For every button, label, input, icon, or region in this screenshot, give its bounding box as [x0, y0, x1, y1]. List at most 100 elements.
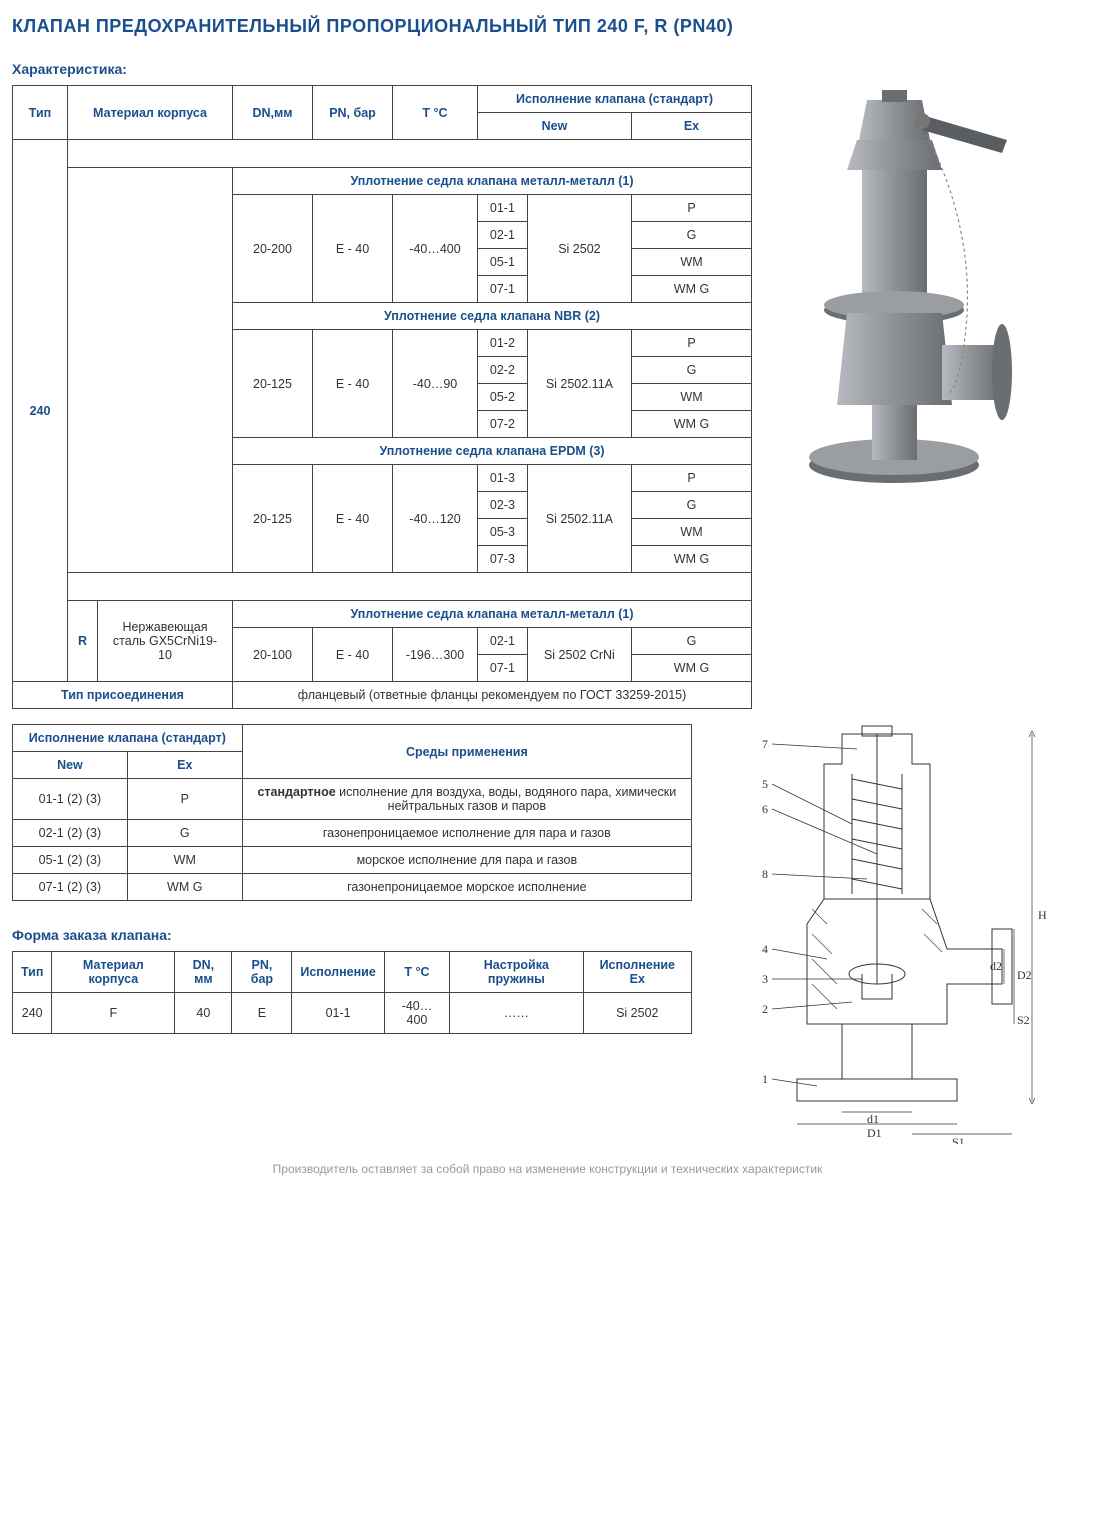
app-media: Среды применения [242, 725, 691, 779]
app-r0-new: 01-1 (2) (3) [13, 779, 128, 820]
app-exec: Исполнение клапана (стандарт) [13, 725, 243, 752]
col-type: Тип [13, 86, 68, 140]
ord-exec: Исполнение [292, 952, 384, 993]
b2-r0-ex: P [632, 330, 752, 357]
band-2-title: Уплотнение седла клапана NBR (2) [233, 303, 752, 330]
b3-r1-new: 02-3 [478, 492, 528, 519]
b3-pn: E - 40 [313, 465, 393, 573]
bR-r1-new: 07-1 [478, 655, 528, 682]
ord-t: T °C [384, 952, 449, 993]
material-R: Нержавеющая сталь GX5CrNi19-10 [98, 601, 233, 682]
b1-r2-ex: WM [632, 249, 752, 276]
dl-8: 8 [762, 867, 768, 881]
ord-v-pn: E [232, 993, 292, 1034]
b2-pn: E - 40 [313, 330, 393, 438]
ord-v-material: F [52, 993, 175, 1034]
app-r1-new: 02-1 (2) (3) [13, 820, 128, 847]
col-dn: DN,мм [233, 86, 313, 140]
b3-r0-new: 01-3 [478, 465, 528, 492]
b2-r0-new: 01-2 [478, 330, 528, 357]
characteristics-heading: Характеристика: [12, 61, 1083, 77]
col-new: New [478, 113, 632, 140]
app-ex: Ex [127, 752, 242, 779]
conn-label: Тип присоединения [13, 682, 233, 709]
b1-r1-new: 02-1 [478, 222, 528, 249]
b1-r1-ex: G [632, 222, 752, 249]
b3-r2-ex: WM [632, 519, 752, 546]
dl-S2: S2 [1017, 1013, 1030, 1027]
band-1-title: Уплотнение седла клапана металл-металл (… [233, 168, 752, 195]
application-table: Исполнение клапана (стандарт) Среды прим… [12, 724, 692, 901]
bR-t: -196…300 [393, 628, 478, 682]
b3-r0-ex: P [632, 465, 752, 492]
valve-cross-section-diagram: 7 5 6 8 4 3 2 1 H D1 D2 d1 d2 S1 S2 [712, 724, 1052, 1144]
bR-pn: E - 40 [313, 628, 393, 682]
b1-dn: 20-200 [233, 195, 313, 303]
type-value: 240 [13, 140, 68, 682]
col-exec: Исполнение клапана (стандарт) [478, 86, 752, 113]
app-r2-media: морское исполнение для пара и газов [242, 847, 691, 874]
b2-newmid: Si 2502.11A [527, 330, 631, 438]
b1-t: -40…400 [393, 195, 478, 303]
b3-r1-ex: G [632, 492, 752, 519]
dl-6: 6 [762, 802, 768, 816]
app-r0-ex: P [127, 779, 242, 820]
b2-r3-ex: WM G [632, 411, 752, 438]
ord-type: Тип [13, 952, 52, 993]
b1-r2-new: 05-1 [478, 249, 528, 276]
app-r0-media: стандартное исполнение для воздуха, воды… [242, 779, 691, 820]
b2-r3-new: 07-2 [478, 411, 528, 438]
ord-v-t: -40…400 [384, 993, 449, 1034]
app-new: New [13, 752, 128, 779]
b1-r0-ex: P [632, 195, 752, 222]
app-r1-media: газонепроницаемое исполнение для пара и … [242, 820, 691, 847]
b3-r3-new: 07-3 [478, 546, 528, 573]
bR-newmid: Si 2502 CrNi [527, 628, 631, 682]
blank-row-1 [68, 140, 752, 168]
bR-r1-ex: WM G [632, 655, 752, 682]
valve-photo [772, 85, 1032, 515]
b3-r3-ex: WM G [632, 546, 752, 573]
b2-dn: 20-125 [233, 330, 313, 438]
col-material: Материал корпуса [68, 86, 233, 140]
b3-dn: 20-125 [233, 465, 313, 573]
app-r2-new: 05-1 (2) (3) [13, 847, 128, 874]
band-3-title: Уплотнение седла клапана EPDM (3) [233, 438, 752, 465]
dl-d2: d2 [990, 959, 1002, 973]
order-heading: Форма заказа клапана: [12, 927, 692, 943]
dl-D2: D2 [1017, 968, 1032, 982]
app-r2-ex: WM [127, 847, 242, 874]
b1-r0-new: 01-1 [478, 195, 528, 222]
dl-d1: d1 [867, 1112, 879, 1126]
ord-v-dn: 40 [175, 993, 232, 1034]
order-table: Тип Материал корпуса DN, мм PN, бар Испо… [12, 951, 692, 1034]
bR-r0-new: 02-1 [478, 628, 528, 655]
bR-r0-ex: G [632, 628, 752, 655]
dl-5: 5 [762, 777, 768, 791]
app-r3-media: газонепроницаемое морское исполнение [242, 874, 691, 901]
ord-ex: Исполнение Ex [583, 952, 691, 993]
blank-row-2 [68, 573, 752, 601]
app-r1-ex: G [127, 820, 242, 847]
b2-r1-ex: G [632, 357, 752, 384]
ord-material: Материал корпуса [52, 952, 175, 993]
characteristics-table: Тип Материал корпуса DN,мм PN, бар T °C … [12, 85, 752, 709]
ord-spring: Настройка пружины [450, 952, 583, 993]
conn-value: фланцевый (ответные фланцы рекомендуем п… [233, 682, 752, 709]
ord-v-type: 240 [13, 993, 52, 1034]
ord-v-exec: 01-1 [292, 993, 384, 1034]
col-pn: PN, бар [313, 86, 393, 140]
b3-newmid: Si 2502.11A [527, 465, 631, 573]
footer-note: Производитель оставляет за собой право н… [12, 1162, 1083, 1176]
b3-r2-new: 05-3 [478, 519, 528, 546]
b2-r2-new: 05-2 [478, 384, 528, 411]
dl-H: H [1038, 908, 1047, 922]
bR-dn: 20-100 [233, 628, 313, 682]
b1-pn: E - 40 [313, 195, 393, 303]
col-t: T °C [393, 86, 478, 140]
ord-v-ex: Si 2502 [583, 993, 691, 1034]
app-r3-ex: WM G [127, 874, 242, 901]
b3-t: -40…120 [393, 465, 478, 573]
ord-v-spring: …… [450, 993, 583, 1034]
b1-newmid: Si 2502 [527, 195, 631, 303]
